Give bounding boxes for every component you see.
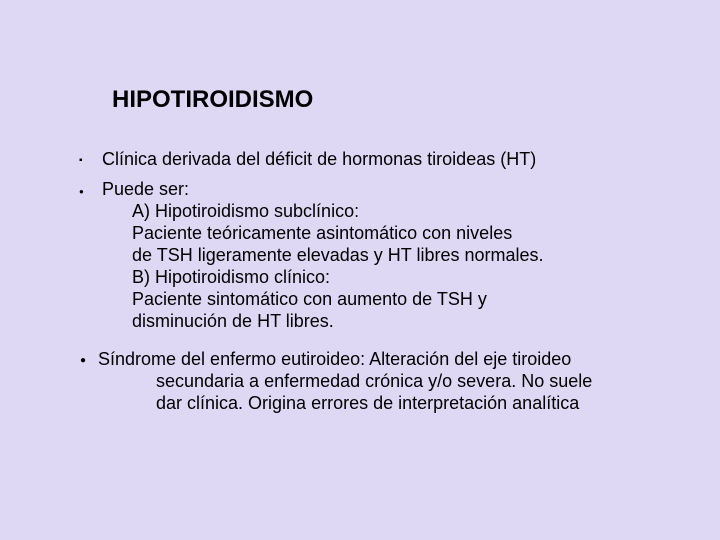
text-line: disminución de HT libres. [132, 310, 544, 332]
text-line: de TSH ligeramente elevadas y HT libres … [132, 244, 544, 266]
bullet-icon: ● [80, 356, 86, 366]
text-line: Síndrome del enfermo eutiroideo: Alterac… [98, 348, 571, 370]
text-line: Paciente sintomático con aumento de TSH … [132, 288, 544, 310]
text-line: A) Hipotiroidismo subclínico: [132, 200, 544, 222]
sub-text: A) Hipotiroidismo subclínico:Paciente te… [132, 200, 544, 332]
sub-text: secundaria a enfermedad crónica y/o seve… [156, 370, 592, 414]
text-line: Paciente teóricamente asintomático con n… [132, 222, 544, 244]
text-line: Clínica derivada del déficit de hormonas… [102, 148, 536, 170]
slide: HIPOTIROIDISMO ▪ Clínica derivada del déf… [0, 0, 720, 540]
bullet-icon: ▪ [79, 156, 83, 166]
slide-title: HIPOTIROIDISMO [112, 86, 313, 114]
bullet-icon: ● [79, 188, 84, 196]
text-line: B) Hipotiroidismo clínico: [132, 266, 544, 288]
title-text: HIPOTIROIDISMO [112, 86, 313, 113]
bullet-text: Puede ser: [102, 178, 189, 200]
bullet-text: Clínica derivada del déficit de hormonas… [102, 148, 536, 170]
text-line: secundaria a enfermedad crónica y/o seve… [156, 370, 592, 392]
text-line: dar clínica. Origina errores de interpre… [156, 392, 592, 414]
text-line: Puede ser: [102, 178, 189, 200]
bullet-text: Síndrome del enfermo eutiroideo: Alterac… [98, 348, 571, 370]
